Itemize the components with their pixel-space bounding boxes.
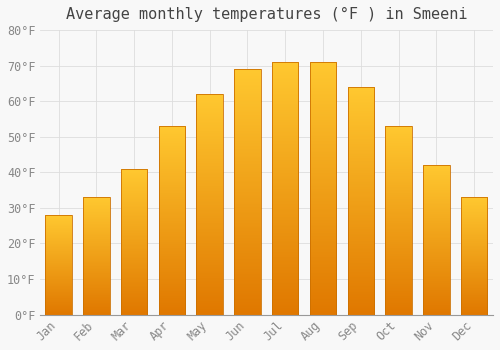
Bar (121, 169, 148, 315)
Bar (423, 165, 450, 315)
Bar (348, 87, 374, 315)
Bar (386, 126, 412, 315)
Bar (310, 62, 336, 315)
Bar (196, 94, 223, 315)
Bar (83, 197, 110, 315)
Title: Average monthly temperatures (°F ) in Smeeni: Average monthly temperatures (°F ) in Sm… (66, 7, 467, 22)
Bar (234, 69, 260, 315)
Bar (158, 126, 185, 315)
Bar (461, 197, 487, 315)
Bar (272, 62, 298, 315)
Bar (46, 215, 72, 315)
